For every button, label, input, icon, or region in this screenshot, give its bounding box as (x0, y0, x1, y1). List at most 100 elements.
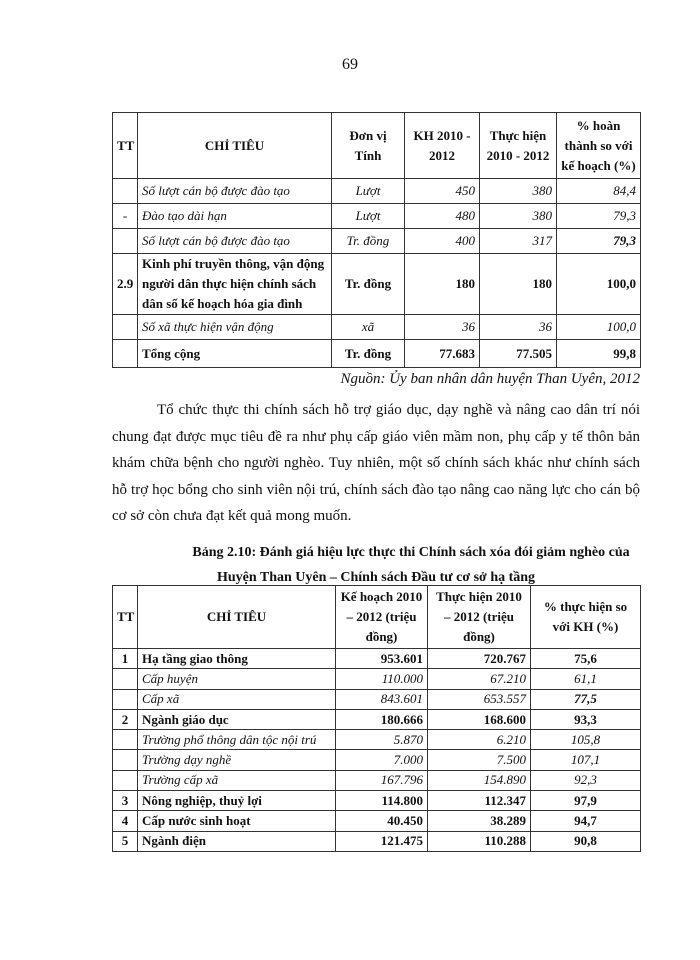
row-thuc-hien: 38.289 (427, 810, 531, 832)
table-row: Số lượt cán bộ được đào tạo Tr. đồng 400 31… (112, 228, 641, 254)
row-chi-tieu: Nông nghiệp, thuỷ lợi (137, 790, 336, 812)
row-chi-tieu: Kinh phí truyền thông, vận động người dâ… (137, 253, 332, 315)
row-tt: 2 (112, 708, 138, 731)
row-tt: 3 (112, 790, 138, 812)
row-thuc-hien: 180 (479, 253, 557, 315)
table-2: TT CHỈ TIÊU Kế hoạch 2010 – 2012 (triệu … (112, 585, 641, 852)
row-thuc-hien: 7.500 (427, 749, 531, 771)
row-tt (112, 769, 138, 792)
row-tt: - (112, 203, 138, 229)
header-chi-tieu: CHỈ TIÊU (137, 112, 332, 179)
row-thuc-hien: 720.767 (427, 647, 531, 670)
table-row: - Đào tạo dài hạn Lượt 480 380 79,3 (112, 203, 641, 229)
table-row: Trường cấp xã 167.796 154.890 92,3 (112, 769, 641, 792)
row-pct: 94,7 (530, 810, 641, 832)
row-thuc-hien: 67.210 (427, 668, 531, 690)
row-ke-hoach: 40.450 (335, 810, 428, 832)
row-chi-tieu: Đào tạo dài hạn (137, 203, 332, 229)
table-row: Tổng cộng Tr. đồng 77.683 77.505 99,8 (112, 339, 641, 368)
row-chi-tieu: Số lượt cán bộ được đào tạo (137, 178, 332, 204)
header-tt: TT (112, 585, 138, 649)
row-unit: Lượt (331, 203, 405, 229)
header-pct: % hoàn thành so với kế hoạch (%) (556, 112, 641, 179)
table-row: 2.9 Kinh phí truyền thông, vận động người… (112, 253, 641, 315)
row-ke-hoach: 7.000 (335, 749, 428, 771)
row-kh: 36 (404, 314, 480, 340)
row-unit: Tr. đồng (331, 228, 405, 254)
table-row: Trường dạy nghề 7.000 7.500 107,1 (112, 749, 641, 771)
row-thuc-hien: 154.890 (427, 769, 531, 792)
row-chi-tieu: Cấp nước sinh hoạt (137, 810, 336, 832)
row-chi-tieu: Số lượt cán bộ được đào tạo (137, 228, 332, 254)
row-thuc-hien: 380 (479, 178, 557, 204)
row-kh: 400 (404, 228, 480, 254)
row-pct: 105,8 (530, 729, 641, 751)
row-tt (112, 729, 138, 751)
table-row: Số xã thực hiện vận động xã 36 36 100,0 (112, 314, 641, 340)
body-paragraph: Tổ chức thực thi chính sách hỗ trợ giáo … (112, 402, 640, 524)
row-kh: 77.683 (404, 339, 480, 368)
row-pct: 84,4 (556, 178, 641, 204)
row-tt: 5 (112, 830, 138, 852)
row-chi-tieu: Ngành giáo dục (137, 708, 336, 731)
table-row: Số lượt cán bộ được đào tạo Lượt 450 380 84,… (112, 178, 641, 204)
table-1: TT CHỈ TIÊU Đơn vị Tính KH 2010 - 2012 T… (112, 112, 641, 368)
row-pct: 100,0 (556, 253, 641, 315)
row-thuc-hien: 112.347 (427, 790, 531, 812)
header-ke-hoach: Kế hoạch 2010 – 2012 (triệu đồng) (335, 585, 428, 649)
row-ke-hoach: 167.796 (335, 769, 428, 792)
table-row: 2 Ngành giáo dục 180.666 168.600 93,3 (112, 708, 641, 731)
table-2-header-row: TT CHỈ TIÊU Kế hoạch 2010 – 2012 (triệu … (112, 585, 641, 649)
row-ke-hoach: 180.666 (335, 708, 428, 731)
row-thuc-hien: 380 (479, 203, 557, 229)
table-row: Cấp xã 843.601 653.557 77,5 (112, 688, 641, 710)
table-row: Cấp huyện 110.000 67.210 61,1 (112, 668, 641, 690)
header-thuc-hien: Thực hiện 2010 - 2012 (479, 112, 557, 179)
row-chi-tieu: Cấp xã (137, 688, 336, 710)
row-pct: 75,6 (530, 647, 641, 670)
row-chi-tieu: Ngành điện (137, 830, 336, 852)
table-row: Trường phổ thông dân tộc nội trú 5.870 6.2… (112, 729, 641, 751)
table-1-header-row: TT CHỈ TIÊU Đơn vị Tính KH 2010 - 2012 T… (112, 112, 641, 179)
row-chi-tieu: Tổng cộng (137, 339, 332, 368)
row-ke-hoach: 121.475 (335, 830, 428, 852)
row-pct: 77,5 (530, 688, 641, 710)
table-row: 3 Nông nghiệp, thuỷ lợi 114.800 112.347 97,9 (112, 790, 641, 812)
row-chi-tieu: Hạ tầng giao thông (137, 647, 336, 670)
row-kh: 480 (404, 203, 480, 229)
row-pct: 107,1 (530, 749, 641, 771)
row-unit: Lượt (331, 178, 405, 204)
row-pct: 100,0 (556, 314, 641, 340)
row-tt (112, 688, 138, 710)
row-pct: 90,8 (530, 830, 641, 852)
row-pct: 79,3 (556, 203, 641, 229)
row-thuc-hien: 6.210 (427, 729, 531, 751)
row-kh: 450 (404, 178, 480, 204)
row-ke-hoach: 110.000 (335, 668, 428, 690)
row-pct: 92,3 (530, 769, 641, 792)
row-ke-hoach: 843.601 (335, 688, 428, 710)
row-ke-hoach: 114.800 (335, 790, 428, 812)
source-note: Nguồn: Ủy ban nhân dân huyện Than Uyên, … (340, 371, 640, 387)
header-tt: TT (112, 112, 138, 179)
page-number: 69 (342, 56, 358, 73)
caption-line-2: Huyện Than Uyên – Chính sách Đầu tư cơ s… (216, 570, 536, 585)
table-row: 1 Hạ tầng giao thông 953.601 720.767 75,6 (112, 647, 641, 670)
row-tt (112, 749, 138, 771)
row-tt: 4 (112, 810, 138, 832)
header-thuc-hien: Thực hiện 2010 – 2012 (triệu đồng) (427, 585, 531, 649)
row-pct: 93,3 (530, 708, 641, 731)
row-tt: 2.9 (112, 253, 138, 315)
row-thuc-hien: 317 (479, 228, 557, 254)
table-caption: Bảng 2.10: Đánh giá hiệu lực thực thi Ch… (112, 540, 640, 590)
row-pct: 61,1 (530, 668, 641, 690)
row-unit: xã (331, 314, 405, 340)
row-tt (112, 339, 138, 368)
header-kh: KH 2010 - 2012 (404, 112, 480, 179)
row-chi-tieu: Cấp huyện (137, 668, 336, 690)
row-tt (112, 178, 138, 204)
header-don-vi: Đơn vị Tính (331, 112, 405, 179)
header-pct: % thực hiện so với KH (%) (530, 585, 641, 649)
row-pct: 97,9 (530, 790, 641, 812)
row-tt (112, 314, 138, 340)
